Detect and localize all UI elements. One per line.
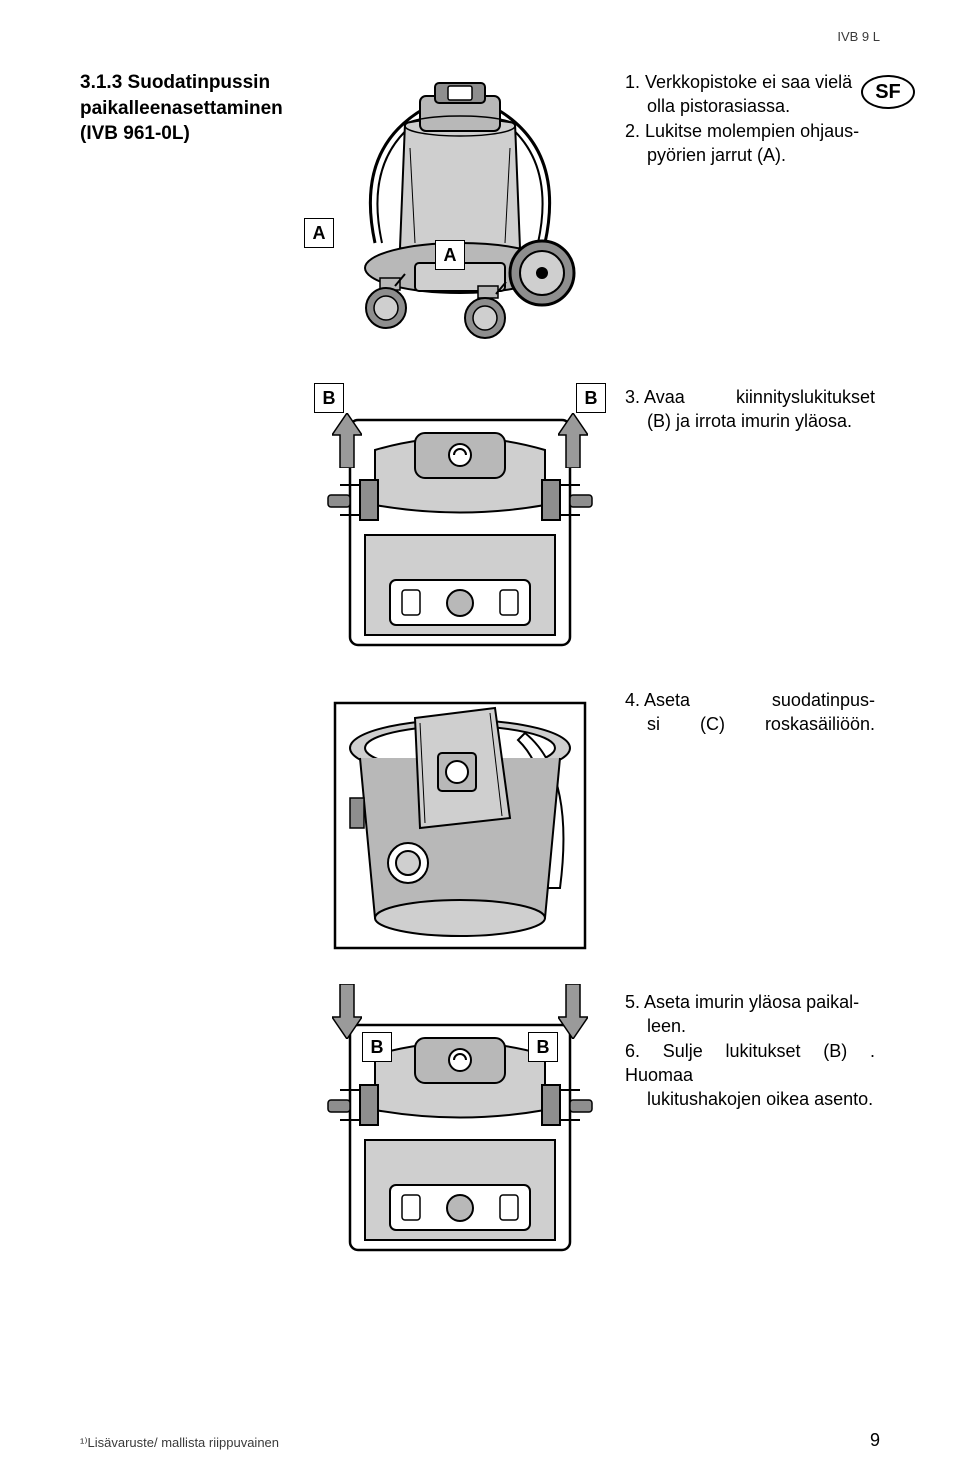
section-title-l2: paikalleenasettaminen xyxy=(80,98,283,119)
step2-line2: pyörien jarrut (A). xyxy=(625,143,875,167)
step-1-2-text: 1. Verkkopistoke ei saa vielä olla pisto… xyxy=(625,70,875,167)
header-model: IVB 9 L xyxy=(837,28,880,46)
step3-line2: (B) ja irrota imurin yläosa. xyxy=(625,409,875,433)
page-number: 9 xyxy=(870,1428,880,1452)
arrow-up-left-icon xyxy=(332,413,362,468)
step4-line2: si (C) roskasäiliöön. xyxy=(625,712,875,736)
step2-line1: 2. Lukitse molempien ohjaus- xyxy=(625,119,875,143)
label-B-fig4-right: B xyxy=(528,1032,558,1062)
figure-4: B B xyxy=(320,990,600,1265)
arrow-down-left-icon xyxy=(332,984,362,1039)
step-4-text: 4. Aseta suodatinpus- si (C) roskasäiliö… xyxy=(625,688,875,737)
step4-line1: 4. Aseta suodatinpus- xyxy=(625,688,875,712)
section-number: 3.1.3 xyxy=(80,72,122,93)
step1-line2: olla pistorasiassa. xyxy=(625,94,875,118)
label-A-1: A xyxy=(304,218,334,248)
figure-2: B B xyxy=(320,385,600,660)
step-3-text: 3. Avaa kiinnityslukitukset (B) ja irrot… xyxy=(625,385,875,434)
label-A-2: A xyxy=(435,240,465,270)
step1-line1: 1. Verkkopistoke ei saa vielä xyxy=(625,70,875,94)
section-title-l1: Suodatinpussin xyxy=(128,72,271,93)
arrow-up-right-icon xyxy=(558,413,588,468)
footnote: ¹⁾Lisävaruste/ mallista riippuvainen xyxy=(80,1434,279,1452)
step5-line2: leen. xyxy=(625,1014,875,1038)
step3-line1: 3. Avaa kiinnityslukitukset xyxy=(625,385,875,409)
figure-3-svg xyxy=(320,688,600,963)
arrow-down-right-icon xyxy=(558,984,588,1039)
section-title-l3: (IVB 961-0L) xyxy=(80,123,190,144)
step5-line1: 5. Aseta imurin yläosa paikal- xyxy=(625,990,875,1014)
label-B-fig2-right: B xyxy=(576,383,606,413)
label-B-fig2-left: B xyxy=(314,383,344,413)
label-B-fig4-left: B xyxy=(362,1032,392,1062)
step6-line2: lukitushakojen oikea asento. xyxy=(625,1087,875,1111)
step-5-6-text: 5. Aseta imurin yläosa paikal- leen. 6. … xyxy=(625,990,875,1111)
step6-line1: 6. Sulje lukitukset (B) . Huomaa xyxy=(625,1039,875,1088)
figure-3 xyxy=(320,688,600,963)
section-title: 3.1.3 Suodatinpussin paikalleenasettamin… xyxy=(80,70,330,147)
figure-1: A A xyxy=(320,68,600,358)
figure-1-svg xyxy=(320,68,600,358)
